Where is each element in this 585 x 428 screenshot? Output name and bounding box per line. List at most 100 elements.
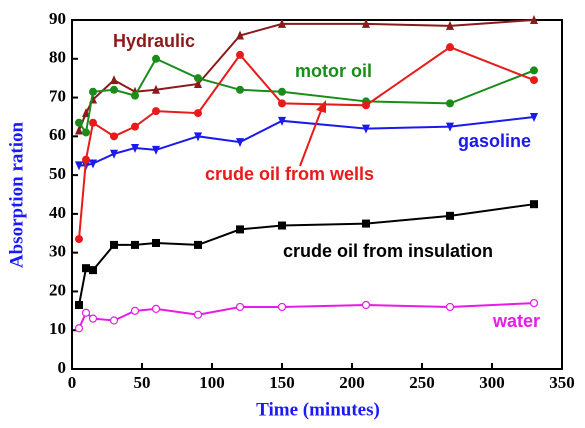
marker [89, 87, 97, 96]
y-tick-label: 80 [49, 48, 66, 67]
marker [131, 143, 139, 153]
y-tick-label: 20 [49, 280, 66, 299]
marker [89, 159, 97, 169]
marker [530, 76, 538, 85]
marker [110, 75, 118, 85]
marker [361, 300, 371, 310]
marker [110, 240, 118, 249]
x-axis-label: Time (minutes) [256, 399, 380, 420]
series-line [78, 46, 535, 240]
marker [278, 221, 286, 230]
marker [109, 316, 119, 325]
marker [89, 118, 97, 127]
marker [446, 122, 454, 132]
y-tick-label: 70 [49, 86, 66, 105]
x-tick-label: 350 [549, 373, 575, 392]
marker [278, 87, 286, 96]
marker [152, 238, 160, 247]
marker [362, 219, 370, 228]
x-tick-label: 0 [68, 373, 77, 392]
marker [529, 298, 539, 308]
marker [193, 310, 203, 319]
x-tick-label: 50 [134, 373, 151, 392]
series-line [78, 57, 535, 135]
marker [89, 266, 97, 275]
marker [530, 66, 538, 75]
marker [530, 200, 538, 209]
marker [131, 240, 139, 249]
marker [194, 240, 202, 249]
marker [194, 109, 202, 118]
y-tick-label: 10 [49, 319, 66, 338]
marker [236, 138, 244, 148]
marker [362, 18, 370, 28]
series-line [78, 302, 535, 329]
marker [75, 301, 83, 310]
series-label: crude oil from insulation [283, 241, 493, 261]
series-label: motor oil [295, 61, 372, 81]
series-label: water [492, 311, 540, 331]
marker [446, 43, 454, 52]
marker [446, 211, 454, 220]
marker [130, 306, 140, 315]
marker [75, 125, 83, 135]
x-tick-label: 300 [479, 373, 505, 392]
marker [110, 132, 118, 141]
y-tick-label: 0 [58, 358, 67, 377]
marker [151, 304, 161, 313]
series-label: gasoline [458, 131, 531, 151]
marker [82, 155, 90, 164]
marker [110, 149, 118, 159]
marker [152, 145, 160, 155]
y-tick-label: 50 [49, 164, 66, 183]
marker [75, 235, 83, 244]
marker [152, 84, 160, 94]
marker [235, 302, 245, 312]
annotation-arrow [299, 107, 323, 167]
marker [236, 225, 244, 234]
plot-frame [71, 19, 563, 370]
x-tick-label: 150 [269, 373, 295, 392]
y-tick-label: 30 [49, 242, 66, 261]
marker [362, 124, 370, 134]
marker [194, 132, 202, 142]
marker [362, 101, 370, 110]
marker [446, 20, 454, 30]
y-tick-label: 40 [49, 203, 66, 222]
marker [81, 308, 91, 317]
marker [110, 85, 118, 94]
marker [74, 324, 84, 333]
marker [131, 91, 139, 100]
y-axis-label: Absorption ration [6, 121, 27, 268]
marker [277, 302, 287, 312]
marker [88, 314, 98, 323]
marker [445, 302, 455, 312]
marker [82, 128, 90, 137]
marker [131, 122, 139, 131]
marker [152, 54, 160, 63]
marker [236, 30, 244, 40]
marker [236, 85, 244, 94]
marker [194, 78, 202, 88]
marker [446, 99, 454, 108]
marker [236, 50, 244, 59]
marker [152, 107, 160, 116]
marker [530, 112, 538, 122]
marker [194, 74, 202, 83]
marker [75, 161, 83, 171]
y-tick-label: 60 [49, 125, 66, 144]
series-label: Hydraulic [113, 31, 195, 51]
x-tick-label: 200 [339, 373, 365, 392]
marker [75, 118, 83, 127]
annotation-arrowhead [316, 100, 326, 113]
marker [530, 15, 538, 24]
marker [278, 116, 286, 126]
marker [278, 18, 286, 28]
marker [82, 108, 90, 118]
y-tick-label: 90 [49, 9, 66, 28]
x-tick-label: 100 [199, 373, 225, 392]
series-label: crude oil from wells [205, 164, 374, 184]
marker [278, 99, 286, 108]
x-tick-label: 250 [409, 373, 435, 392]
